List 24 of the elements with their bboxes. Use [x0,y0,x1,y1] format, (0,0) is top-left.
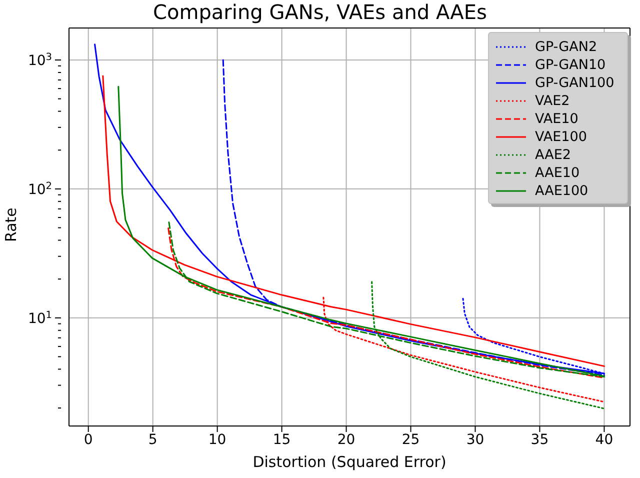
x-tick-label: 35 [530,432,549,448]
legend-label: AAE100 [535,183,588,199]
x-axis-title: Distortion (Squared Error) [252,453,448,471]
legend-label: GP-GAN10 [535,57,606,73]
chart-title: Comparing GANs, VAEs and AAEs [152,0,488,24]
legend-label: GP-GAN2 [535,39,598,55]
x-tick-label: 30 [466,432,484,448]
y-tick-label: 10$^{2}$ [28,180,52,198]
legend-label: VAE10 [535,111,578,127]
x-tick-label: 40 [595,432,614,448]
legend-label: AAE2 [535,147,571,163]
x-tick-label: 5 [148,432,158,448]
x-tick-label: 0 [84,432,93,448]
x-tick-label: 10 [208,432,226,448]
x-tick-label: 20 [337,432,356,448]
y-tick-label: 10$^{3}$ [28,51,52,69]
y-axis-title: Rate [2,208,20,242]
legend-label: VAE2 [535,93,570,109]
x-tick-label: 25 [402,432,420,448]
x-tick-label: 15 [272,432,291,448]
legend-label: VAE100 [535,129,587,145]
legend-label: AAE10 [535,165,580,181]
legend-label: GP-GAN100 [535,75,614,91]
y-tick-label: 10$^{1}$ [28,309,52,327]
